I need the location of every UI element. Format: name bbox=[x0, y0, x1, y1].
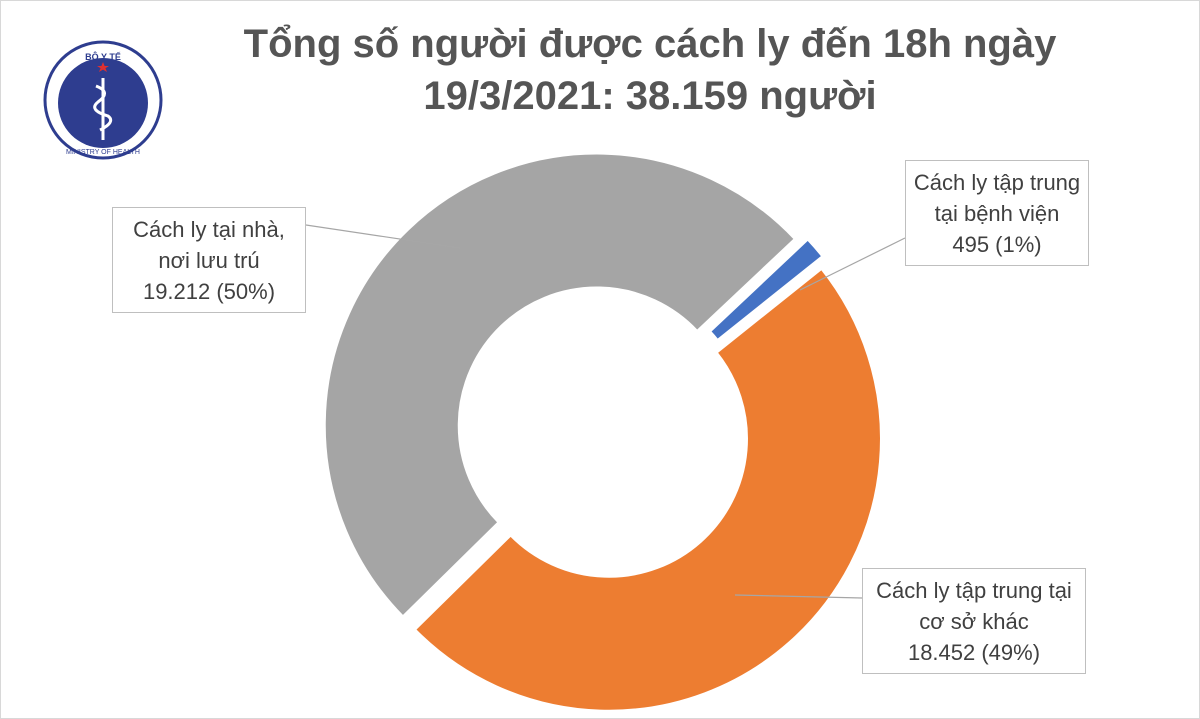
leader-line bbox=[734, 594, 863, 599]
leader-line bbox=[799, 237, 906, 291]
category-label: Cách ly tập trung tại cơ sở khác bbox=[876, 578, 1072, 634]
category-label: Cách ly tại nhà, nơi lưu trú bbox=[133, 217, 285, 273]
data-label: Cách ly tại nhà, nơi lưu trú 19.212 (50%) bbox=[112, 207, 306, 313]
data-label: Cách ly tập trung tại bệnh viện 495 (1%) bbox=[905, 160, 1089, 266]
value-label: 495 (1%) bbox=[952, 232, 1042, 257]
value-label: 18.452 (49%) bbox=[907, 640, 1041, 665]
donut-slice bbox=[413, 267, 882, 712]
leader-line bbox=[305, 224, 461, 249]
logo-bottom-text: MINISTRY OF HEALTH bbox=[66, 149, 140, 156]
category-label: Cách ly tập trung tại bệnh viện bbox=[913, 170, 1081, 226]
donut-slice bbox=[323, 152, 797, 618]
logo: BỘ Y TẾ MINISTRY OF HEALTH bbox=[43, 40, 163, 160]
chart-title: Tổng số người được cách ly đến 18h ngày … bbox=[243, 22, 1057, 118]
donut-slice bbox=[708, 238, 824, 342]
logo-top-text: BỘ Y TẾ bbox=[85, 51, 121, 62]
logo-snake bbox=[93, 84, 113, 132]
value-label: 19.212 (50%) bbox=[142, 279, 276, 304]
data-label: Cách ly tập trung tại cơ sở khác 18.452 (… bbox=[862, 568, 1086, 674]
logo-star bbox=[97, 62, 109, 72]
